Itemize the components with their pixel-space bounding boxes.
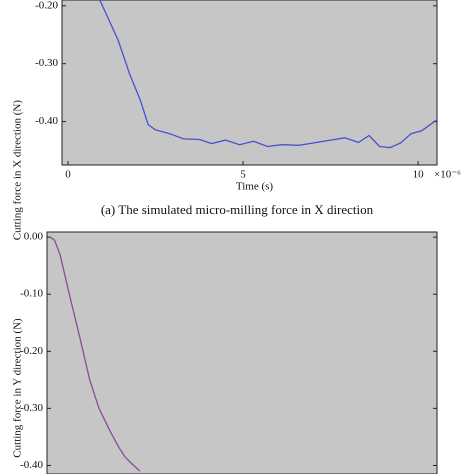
data-line <box>49 236 141 472</box>
y-tick-label: -0.40 <box>35 115 58 127</box>
x-tick-label: 10 <box>413 169 425 181</box>
y-tick-label: -0.20 <box>20 345 43 357</box>
x-tick-label: 5 <box>240 169 246 181</box>
y-axis-label: Cutting force in Y direction (N) <box>12 318 24 458</box>
plot-area <box>61 0 438 166</box>
y-tick-label: -0.10 <box>20 288 43 300</box>
y-tick-label: -0.20 <box>35 0 58 11</box>
data-line <box>99 0 438 149</box>
y-tick-label: -0.40 <box>20 459 43 471</box>
x-multiplier: ×10⁻⁶ <box>434 169 461 181</box>
x-axis-label: Time (s) <box>236 181 274 193</box>
caption: (a) The simulated micro-milling force in… <box>101 202 374 217</box>
y-tick-label: -0.30 <box>20 402 43 414</box>
x-tick-label: 0 <box>65 169 71 181</box>
y-axis-label: Cutting force in X direction (N) <box>12 100 24 241</box>
y-tick-label: 0.00 <box>24 231 44 243</box>
y-tick-label: -0.30 <box>35 57 58 69</box>
plot-area <box>46 231 438 474</box>
